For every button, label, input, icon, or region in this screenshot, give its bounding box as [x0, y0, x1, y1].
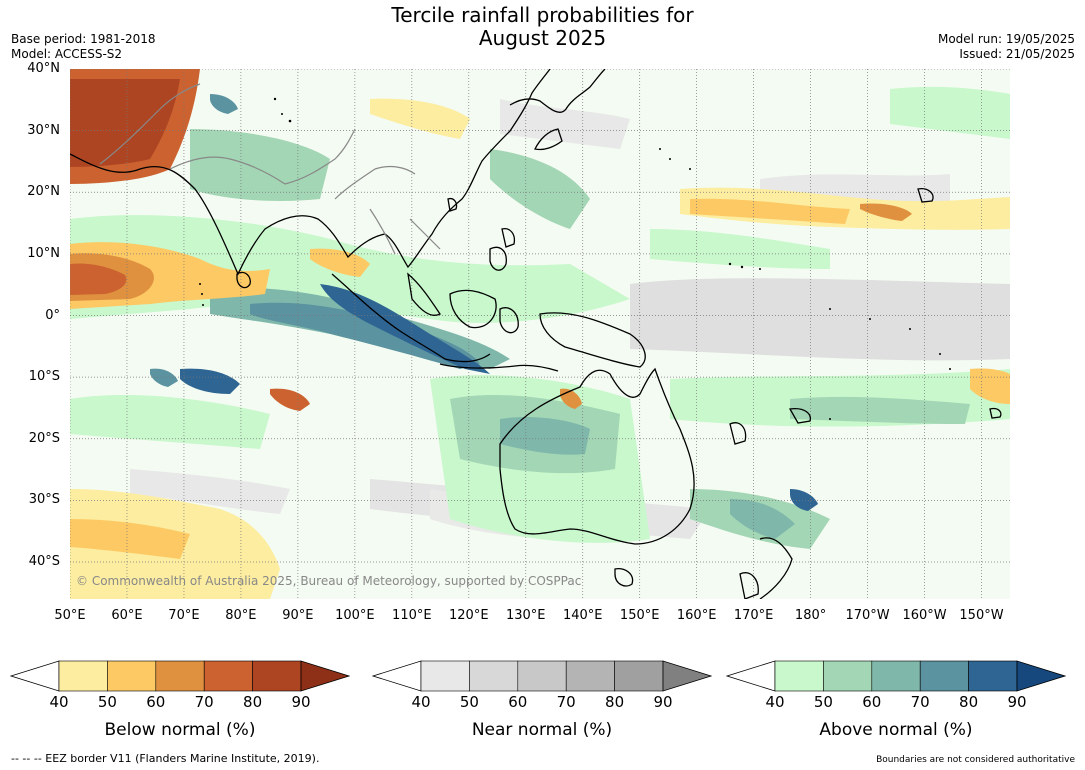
colorbar-tick-label: 40	[49, 693, 69, 711]
colorbar-tick-label: 40	[765, 693, 785, 711]
longitude-label: 70°E	[168, 608, 200, 623]
boundaries-disclaimer: Boundaries are not considered authoritat…	[876, 755, 1075, 765]
colorbar-tick-label: 50	[459, 693, 479, 711]
latitude-label: 40°N	[27, 61, 60, 76]
colorbar-tick-label: 90	[291, 693, 311, 711]
colorbar-segment	[155, 660, 205, 692]
below-normal-title: Below normal (%)	[104, 720, 256, 740]
colorbar-tick-label: 70	[194, 693, 214, 711]
colorbar-graphic	[725, 660, 1067, 692]
colorbar-tick-label: 40	[411, 693, 431, 711]
longitude-label: 80°E	[225, 608, 257, 623]
longitude-label: 160°W	[902, 608, 947, 623]
colorbar-segment	[919, 660, 969, 692]
longitude-label: 100°E	[335, 608, 375, 623]
longitude-label: 180°	[794, 608, 827, 623]
model-run-text: Model run: 19/05/2025	[937, 32, 1075, 46]
colorbar-segment	[420, 660, 470, 692]
colorbar-min-extension	[725, 660, 776, 692]
colorbar-segment	[517, 660, 567, 692]
colorbar-tick-label: 90	[1007, 693, 1027, 711]
colorbar-max-extension	[662, 660, 713, 692]
longitude-label: 170°W	[845, 608, 890, 623]
islands	[199, 97, 951, 420]
colorbar-max-extension	[300, 660, 351, 692]
latitude-label: 10°S	[28, 369, 60, 385]
near-normal-colorbar	[371, 660, 713, 698]
longitude-label: 60°E	[111, 608, 143, 623]
colorbar-graphic	[371, 660, 713, 692]
probability-map: © Commonwealth of Australia 2025, Bureau…	[69, 68, 1010, 600]
above-normal-title: Above normal (%)	[819, 720, 973, 740]
copyright-notice: © Commonwealth of Australia 2025, Bureau…	[76, 574, 582, 588]
longitude-label: 120°E	[449, 608, 489, 623]
map-canvas	[69, 68, 1010, 600]
longitude-label: 140°E	[562, 608, 603, 623]
longitude-label: 130°E	[505, 608, 546, 623]
colorbar-tick-label: 80	[959, 693, 979, 711]
gridlines	[69, 68, 1010, 599]
colorbar-segment	[823, 660, 873, 692]
colorbar-tick-label: 60	[862, 693, 882, 711]
eez-legend-note: -- -- -- EEZ border V11 (Flanders Marine…	[11, 752, 320, 765]
colorbar-tick-label: 80	[605, 693, 625, 711]
longitude-label: 110°E	[392, 608, 432, 623]
longitude-label: 150°E	[619, 608, 660, 623]
issued-date-text: Issued: 21/05/2025	[959, 47, 1075, 61]
colorbar-min-extension	[371, 660, 422, 692]
latitude-label: 30°N	[27, 122, 60, 138]
coastlines	[69, 68, 1002, 600]
colorbar-tick-label: 90	[653, 693, 673, 711]
model-name-text: Model: ACCESS-S2	[11, 47, 123, 61]
model-info: Base period: 1981-2018 Model: ACCESS-S2	[11, 32, 156, 62]
colorbar-tick-label: 50	[813, 693, 833, 711]
above-normal-colorbar	[725, 660, 1067, 698]
colorbar-segment	[968, 660, 1018, 692]
map-title: Tercile rainfall probabilities for Augus…	[0, 4, 1085, 50]
latitude-label: 10°N	[27, 245, 60, 261]
colorbar-tick-label: 70	[556, 693, 576, 711]
colorbar-segment	[871, 660, 921, 692]
run-info: Model run: 19/05/2025 Issued: 21/05/2025	[938, 32, 1075, 62]
colorbar-segment	[565, 660, 615, 692]
below-normal-colorbar	[9, 660, 351, 698]
colorbar-segment	[252, 660, 302, 692]
colorbar-segment	[614, 660, 664, 692]
country-borders	[99, 83, 441, 255]
base-period-text: Base period: 1981-2018	[11, 32, 156, 46]
colorbar-min-extension	[9, 660, 60, 692]
longitude-label: 160°E	[676, 608, 717, 623]
colorbar-tick-label: 70	[910, 693, 930, 711]
colorbar-tick-label: 50	[97, 693, 117, 711]
latitude-label: 0°	[45, 307, 60, 323]
colorbar-segment	[58, 660, 108, 692]
title-line-2: August 2025	[478, 26, 607, 50]
colorbar-segment	[107, 660, 157, 692]
longitude-label: 90°E	[282, 608, 314, 623]
colorbar-segment	[774, 660, 824, 692]
colorbar-tick-label: 60	[146, 693, 166, 711]
latitude-label: 40°S	[28, 554, 60, 570]
latitude-label: 20°S	[28, 430, 60, 446]
near-normal-title: Near normal (%)	[471, 720, 613, 740]
latitude-label: 20°N	[27, 184, 60, 200]
colorbar-tick-label: 80	[243, 693, 263, 711]
latitude-label: 30°S	[28, 492, 60, 508]
title-line-1: Tercile rainfall probabilities for	[391, 3, 694, 27]
colorbar-tick-label: 60	[508, 693, 528, 711]
below-normal-shading	[70, 69, 1010, 599]
longitude-label: 50°E	[54, 608, 86, 623]
colorbar-graphic	[9, 660, 351, 692]
colorbar-segment	[203, 660, 253, 692]
longitude-label: 150°W	[959, 608, 1004, 623]
longitude-label: 170°E	[733, 608, 774, 623]
colorbar-segment	[469, 660, 519, 692]
colorbar-max-extension	[1016, 660, 1067, 692]
